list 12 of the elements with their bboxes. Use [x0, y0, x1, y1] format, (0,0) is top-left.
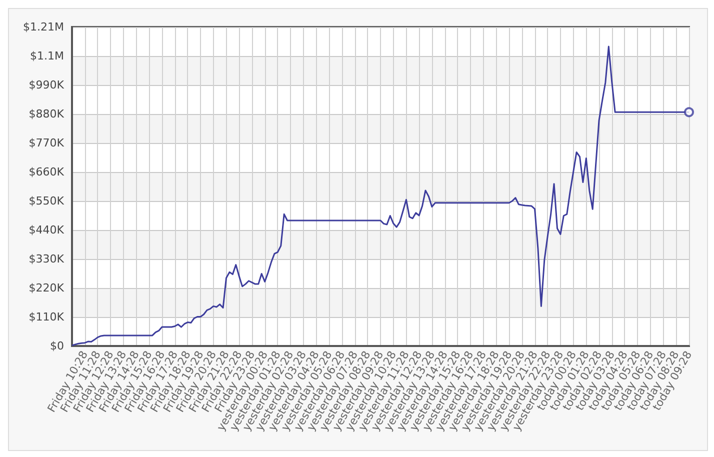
y-tick-label: $110K	[28, 310, 65, 324]
y-tick-label: $550K	[28, 194, 65, 208]
y-tick-label: $330K	[28, 252, 65, 266]
y-tick-label: $1.21M	[23, 20, 64, 34]
y-tick-label: $880K	[28, 108, 65, 120]
y-tick-label: $1.1M	[30, 50, 64, 62]
y-tick-label: $220K	[28, 282, 65, 294]
y-tick-label: $990K	[28, 78, 65, 92]
y-tick-label: $660K	[28, 166, 65, 178]
y-tick-label: $0	[50, 340, 64, 352]
y-tick-label: $440K	[28, 224, 65, 236]
y-tick-label: $770K	[28, 136, 65, 150]
